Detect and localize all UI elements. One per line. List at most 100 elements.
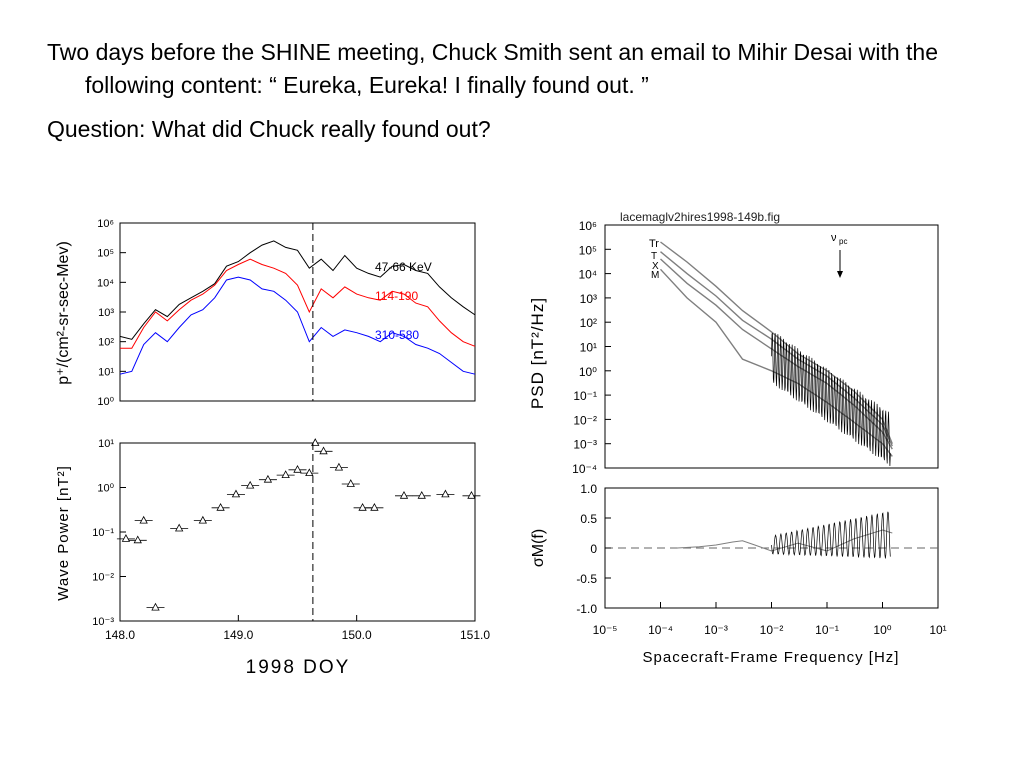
wave-point (198, 515, 208, 524)
sigma-y-tick-label: 0 (590, 542, 597, 556)
flux-y-tick-label: 10⁴ (97, 277, 114, 289)
psd-ylabel: PSD [nT²/Hz] (528, 297, 547, 409)
psd-y-tick-label: 10⁻³ (573, 438, 597, 452)
wave-point (293, 464, 302, 473)
flux-y-tick-label: 10⁰ (97, 396, 114, 408)
flux-y-tick-label: 10² (98, 337, 114, 349)
sigma-x-tick-label: 10⁻³ (704, 623, 728, 637)
sigma-panel (605, 511, 938, 559)
flux-legend-label: 114-190 (375, 289, 418, 303)
wave-point (441, 489, 450, 498)
wave-point (139, 515, 148, 524)
sigma-noise-trace (771, 511, 891, 559)
sigma-x-tick-label: 10⁻⁴ (648, 623, 673, 637)
wave-point (305, 468, 314, 477)
wave-point (311, 438, 320, 446)
flux-panel: 47-66 KeV 114-190 310-580 (119, 223, 476, 401)
wave-y-tick-label: 10¹ (98, 438, 114, 450)
wave-point (358, 502, 367, 511)
psd-series-line (660, 258, 893, 450)
psd-y-tick-label: 10² (580, 316, 597, 330)
wave-point (319, 446, 328, 455)
sigma-x-tick-label: 10¹ (929, 623, 946, 637)
psd-y-tick-label: 10⁴ (578, 268, 597, 282)
psd-series-line (660, 251, 893, 447)
sigma-x-tick-label: 10⁻² (760, 623, 784, 637)
wave-point (467, 490, 476, 499)
question-paragraph: Question: What did Chuck really found ou… (47, 116, 491, 142)
psd-noise-trace (771, 332, 891, 467)
flux-y-tick-label: 10¹ (98, 366, 114, 378)
wave-x-ticks: 148.0 149.0 150.0 151.0 (105, 615, 490, 642)
flux-legend-label: 310-580 (375, 328, 419, 342)
flux-y-tick-label: 10⁶ (97, 218, 114, 230)
psd-y-tick-label: 10¹ (580, 341, 597, 355)
flux-series-line (119, 276, 476, 375)
sigma-y-tick-label: -1.0 (576, 602, 597, 616)
psd-y-ticks: 10⁶ 10⁵ 10⁴ 10³ 10² 10¹ 10⁰ 10⁻¹ 10⁻² 10⁻³ 10⁻⁴ (572, 219, 611, 476)
flux-series-line (120, 258, 476, 349)
wave-x-tick-label: 151.0 (460, 628, 490, 642)
wave-point (151, 602, 160, 611)
wave-point (231, 489, 241, 498)
psd-label-m: M (651, 270, 659, 281)
wave-y-tick-label: 10⁻¹ (92, 527, 114, 539)
flux-y-ticks: 10⁰ 10¹ 10² 10³ 10⁴ 10⁵ 10⁶ (97, 218, 126, 408)
intro-paragraph: Two days before the SHINE meeting, Chuck… (47, 39, 939, 98)
wave-point (245, 480, 255, 489)
wave-point (174, 523, 184, 532)
flux-legend-label: 47-66 KeV (375, 260, 432, 274)
psd-y-tick-label: 10⁻² (573, 413, 597, 427)
wave-x-tick-label: 150.0 (342, 628, 372, 642)
wave-ylabel: Wave Power [nT²] (55, 465, 72, 600)
wave-point (417, 490, 426, 499)
psd-y-tick-label: 10⁵ (579, 243, 597, 257)
psd-title: lacemaglv2hires1998-149b.fig (620, 210, 780, 224)
sigma-x-tick-label: 10⁻⁵ (593, 623, 618, 637)
wave-xlabel: 1998 DOY (246, 657, 351, 678)
wave-point (399, 490, 409, 499)
slide-text: Two days before the SHINE meeting, Chuck… (47, 36, 1007, 146)
flux-series-line (119, 240, 476, 340)
wave-point (346, 479, 355, 487)
psd-arrow-head (837, 271, 843, 278)
wave-point (281, 470, 290, 478)
psd-y-tick-label: 10⁶ (579, 219, 597, 233)
wave-panel (116, 438, 481, 621)
wave-point (121, 534, 131, 542)
sigma-x-tick-label: 10⁻¹ (815, 623, 839, 637)
sigma-y-tick-label: 0.5 (580, 512, 597, 526)
psd-label-x: X (652, 261, 659, 272)
psd-series-line (659, 268, 893, 457)
psd-label-tr: Tr (649, 238, 659, 250)
psd-y-tick-label: 10³ (580, 292, 597, 306)
sigma-ylabel: σM(f) (530, 529, 547, 567)
sigma-y-ticks: 1.0 0.5 0 -0.5 -1.0 (576, 482, 611, 616)
sigma-y-tick-label: -0.5 (576, 572, 597, 586)
wave-y-tick-label: 10⁻³ (92, 616, 114, 628)
wave-point (370, 502, 379, 511)
psd-label-nu: ν (831, 232, 837, 244)
wave-y-tick-label: 10⁻² (92, 572, 114, 584)
wave-x-tick-label: 149.0 (223, 628, 253, 642)
flux-y-tick-label: 10⁵ (97, 248, 114, 260)
psd-y-tick-label: 10⁻⁴ (572, 462, 597, 476)
psd-y-tick-label: 10⁻¹ (573, 389, 597, 403)
wave-y-tick-label: 10⁰ (97, 483, 114, 495)
sigma-xlabel: Spacecraft-Frame Frequency [Hz] (643, 649, 900, 666)
psd-label-pc: pc (839, 237, 847, 246)
wave-point (263, 474, 273, 483)
flux-y-tick-label: 10³ (98, 307, 114, 319)
wave-point (216, 502, 225, 511)
wave-y-ticks: 10⁻³ 10⁻² 10⁻¹ 10⁰ 10¹ (92, 438, 126, 628)
flux-ylabel: p⁺/(cm²-sr-sec-Mev) (55, 241, 72, 385)
sigma-x-ticks: 10⁻⁵ 10⁻⁴ 10⁻³ 10⁻² 10⁻¹ 10⁰ 10¹ (593, 602, 947, 637)
sigma-trend-line (677, 529, 893, 552)
psd-label-t: T (651, 251, 657, 262)
psd-y-tick-label: 10⁰ (579, 365, 597, 379)
sigma-x-tick-label: 10⁰ (873, 623, 891, 637)
wave-x-tick-label: 148.0 (105, 628, 135, 642)
